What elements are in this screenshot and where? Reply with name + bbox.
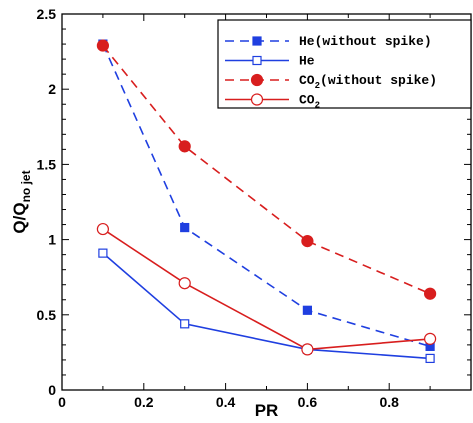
legend-label-text: CO [299,93,315,108]
x-tick-label: 0.4 [216,394,236,410]
plot-area [96,39,437,364]
y-axis-title: Q/Qno jet [10,170,33,233]
data-point-2-2 [301,235,314,248]
y-tick-label: 0.5 [37,307,57,323]
data-point-1-1 [180,319,190,329]
y-axis-title-main: Q/Q [10,202,29,233]
series-line-1 [102,252,431,360]
data-point-2-1 [178,140,191,153]
data-point-2-3 [424,287,437,300]
data-point-3-0 [96,222,110,236]
y-tick-label: 1 [48,232,56,248]
data-point-3-3 [424,332,437,345]
axes: 0 0.2 0.4 0.6 0.8 0 0.5 1 1.5 2 2.5 PR Q/Qno jet [10,6,472,420]
data-point-1-3 [425,353,435,364]
legend-label-text: CO [299,73,315,88]
data-point-2-0 [96,39,110,52]
data-point-3-1 [178,277,191,290]
y-tick-label: 2.5 [37,6,57,22]
x-tick-label: 0.6 [298,394,318,410]
y-tick-label: 2 [48,81,56,97]
x-tick-label: 0.2 [134,394,154,410]
legend-label-text: He [299,54,315,69]
legend-label-2: CO2(without spike) [299,73,437,91]
legend-marker-2 [250,73,264,87]
data-point-0-2 [302,305,312,315]
y-axis-title-sub: no jet [19,170,33,202]
series-line-2 [102,45,431,295]
legend-marker-0 [252,36,262,46]
y-tick-label: 0 [48,382,56,398]
y-tick-label: 1.5 [37,156,57,172]
data-point-0-1 [180,222,190,233]
x-axis-title: PR [255,401,279,420]
legend-marker-3 [250,93,264,106]
legend-marker-1 [252,55,262,66]
series-line-0 [102,43,431,348]
x-tick-label: 0.8 [379,394,399,410]
data-point-3-2 [301,343,314,356]
legend-label-subscript: 2 [315,101,320,111]
legend-label-3: CO2 [299,93,320,111]
series-line-3 [102,228,431,351]
data-point-1-0 [98,248,108,258]
legend-label-0: He(without spike) [299,34,432,49]
x-tick-label: 0 [58,394,66,410]
legend-label-subscript: 2 [315,81,320,91]
legend-label-1: He [299,54,315,69]
legend-label-suffix: (without spike) [320,73,437,88]
legend-label-text: He(without spike) [299,34,432,49]
